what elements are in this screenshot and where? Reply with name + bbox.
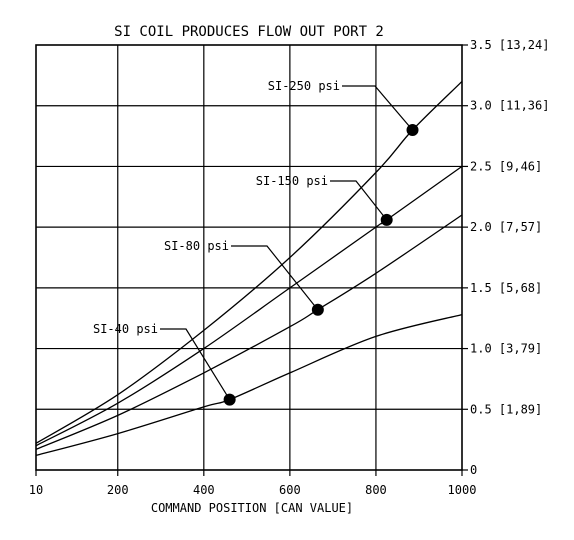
x-tick-label: 10 [29, 483, 43, 497]
series-label: SI-40 psi [93, 322, 158, 336]
series-marker [311, 303, 324, 316]
x-axis-ticks: 10 200 400 600 800 1000 [29, 470, 477, 497]
series-callouts: SI-40 psi SI-80 psi SI-150 psi SI-250 psi [93, 79, 413, 400]
series-group [35, 80, 463, 457]
x-tick-label: 1000 [448, 483, 477, 497]
x-tick-label: 800 [365, 483, 387, 497]
chart-title: SI COIL PRODUCES FLOW OUT PORT 2 [114, 24, 384, 40]
y-tick-label: 0 [470, 463, 477, 477]
series-label: SI-150 psi [256, 174, 328, 188]
plot-frame [35, 44, 463, 471]
x-tick-label: 400 [193, 483, 215, 497]
y-tick-label: 3.5 [13,24] [470, 38, 549, 52]
x-tick-label: 600 [279, 483, 301, 497]
callout-leader [330, 180, 388, 221]
y-axis-ticks: 0 0.5 [1,89] 1.0 [3,79] 1.5 [5,68] 2.0 [7,57… [462, 38, 549, 477]
y-tick-label: 0.5 [1,89] [470, 402, 542, 416]
x-axis-label: COMMAND POSITION [CAN VALUE] [151, 501, 353, 515]
series-line [35, 165, 463, 447]
series-line [35, 214, 463, 450]
callout-leader [231, 245, 319, 311]
series-label: SI-80 psi [164, 239, 229, 253]
callout-leader [160, 328, 231, 400]
x-tick-label: 200 [107, 483, 129, 497]
y-tick-label: 3.0 [11,36] [470, 99, 549, 113]
series-label: SI-250 psi [268, 79, 340, 93]
y-tick-label: 2.5 [9,46] [470, 159, 542, 173]
y-tick-label: 1.0 [3,79] [470, 342, 542, 356]
callout-leader [342, 85, 413, 131]
y-tick-label: 1.5 [5,68] [470, 281, 542, 295]
series-line [35, 80, 463, 444]
y-tick-label: 2.0 [7,57] [470, 220, 542, 234]
